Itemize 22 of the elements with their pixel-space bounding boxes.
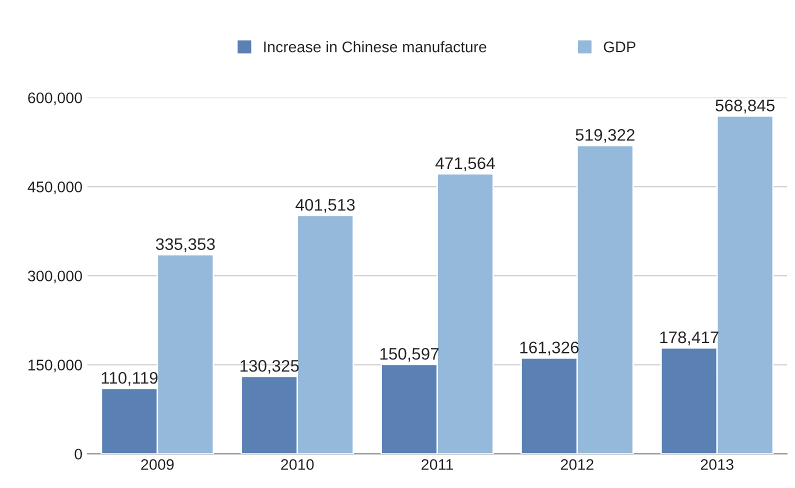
text: 161,326 (520, 342, 579, 356)
text: 335,353 (156, 238, 215, 252)
y-tick-label: 600,000 (28, 92, 82, 106)
text: 150,597 (380, 348, 439, 362)
x-tick-label: 2011 (422, 459, 453, 470)
text: 130,325 (240, 360, 299, 374)
text: 519,322 (576, 129, 634, 143)
x-tick-label: 2013 (700, 459, 734, 470)
text: 401,513 (296, 198, 355, 213)
y-tick-label: 450,000 (28, 182, 82, 194)
x-tick-label: 2012 (560, 459, 594, 470)
legend-label: GDP (604, 42, 636, 52)
legend-label: Increase in Chinese manufacture (264, 41, 486, 52)
text: 110,119 (102, 372, 158, 386)
text: 471,564 (435, 157, 495, 172)
x-tick-label: 2009 (141, 459, 174, 470)
y-tick-label: 0 (74, 448, 82, 460)
y-tick-label: 300,000 (28, 270, 82, 284)
text: 178,417 (660, 331, 718, 346)
text: 568,845 (716, 100, 774, 114)
y-tick-label: 150,000 (28, 360, 82, 372)
x-tick-label: 2010 (281, 459, 314, 470)
